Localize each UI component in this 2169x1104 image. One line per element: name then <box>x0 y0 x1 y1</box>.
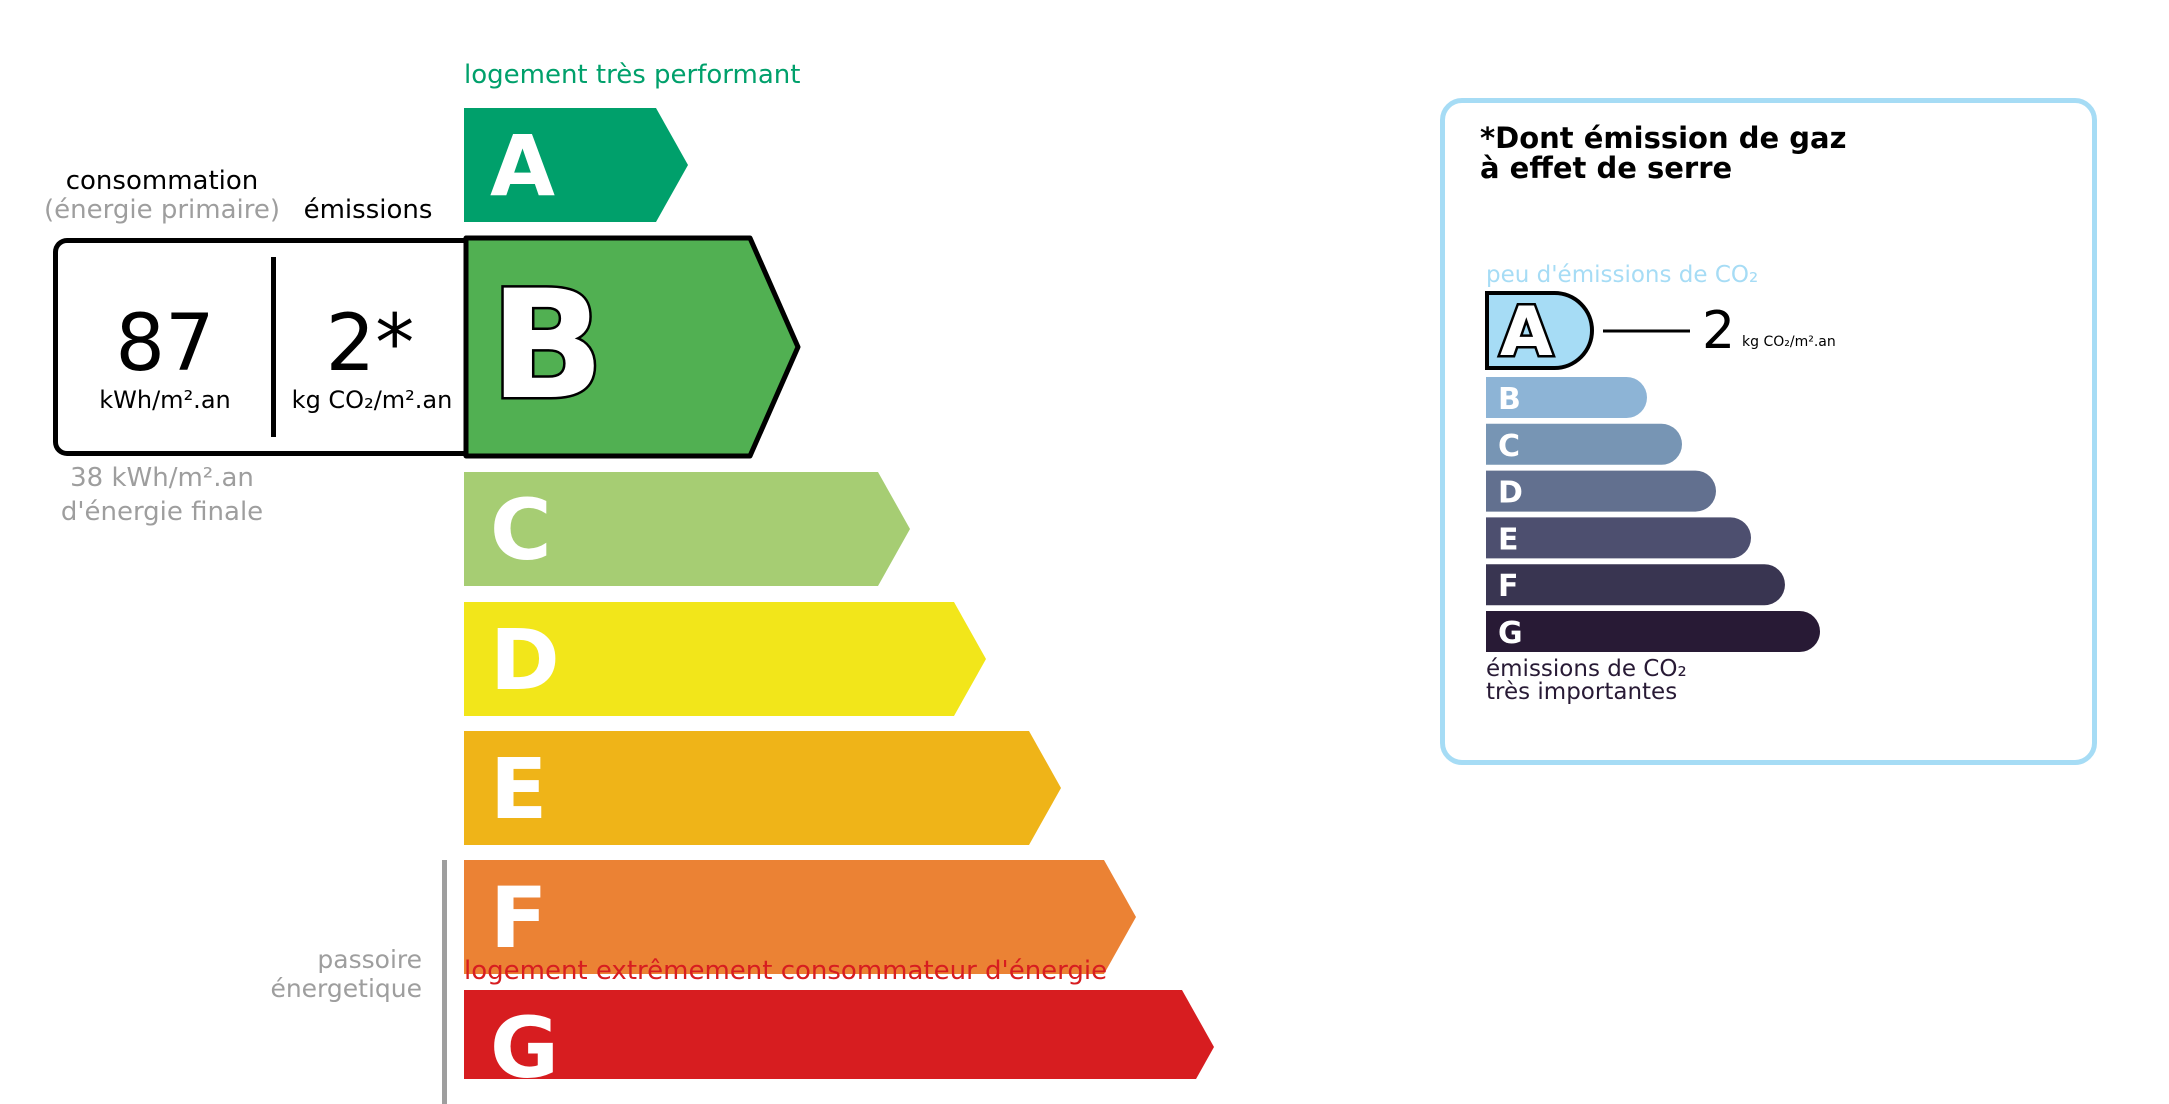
consumption-unit: kWh/m².an <box>99 386 231 414</box>
energy-arrow <box>464 472 910 586</box>
energy-letter: F <box>490 869 547 967</box>
energy-arrow <box>464 731 1061 845</box>
ges-class-f: F <box>1486 564 1785 606</box>
ges-title-2: à effet de serre <box>1480 151 1733 185</box>
ges-class-d: D <box>1486 470 1716 512</box>
ges-bar <box>1486 611 1820 652</box>
energy-top-label: logement très performant <box>464 60 801 90</box>
ges-bar <box>1486 564 1785 606</box>
ges-panel <box>1440 98 2097 765</box>
energy-letter: C <box>490 481 552 579</box>
ges-letter: D <box>1498 476 1523 511</box>
ges-class-g: G <box>1486 611 1820 652</box>
energy-class-e: E <box>464 731 1061 845</box>
ges-letter: C <box>1498 429 1520 464</box>
value-box <box>53 238 467 456</box>
ges-class-e: E <box>1486 517 1751 559</box>
ges-letter: G <box>1498 616 1523 651</box>
energy-bottom-label: logement extrêmement consommateur d'éner… <box>464 956 1108 986</box>
ges-bottom-label-1: émissions de CO₂ <box>1486 656 1687 682</box>
energy-class-b: B <box>463 235 801 459</box>
energy-class-f: F <box>464 860 1136 974</box>
passoire-label-1: passoire <box>317 945 422 974</box>
ges-current-unit: kg CO₂/m².an <box>1742 334 1836 350</box>
consumption-header: consommation <box>65 166 259 196</box>
box-divider <box>271 257 276 437</box>
energy-arrow <box>464 860 1136 974</box>
energy-letter: D <box>490 611 560 709</box>
passoire-label-2: énergetique <box>270 974 422 1003</box>
ges-letter: B <box>1498 382 1521 417</box>
ges-bar <box>1486 377 1647 418</box>
energy-letter: E <box>490 740 547 838</box>
energy-arrow <box>464 602 986 716</box>
energy-letter: A <box>490 117 555 215</box>
energy-arrow <box>464 990 1214 1079</box>
ges-bar <box>1486 517 1751 559</box>
ges-current-value: 2 <box>1702 301 1736 361</box>
energy-class-a: A <box>464 108 688 222</box>
emissions-value: 2* <box>325 299 415 389</box>
ges-class-a: A <box>1485 291 1690 375</box>
consumption-value: 87 <box>115 299 215 389</box>
ges-class-b: B <box>1486 377 1647 418</box>
ges-letter: F <box>1498 569 1519 604</box>
ges-letter: A <box>1500 293 1553 372</box>
ges-bar <box>1485 291 1594 370</box>
ges-top-label: peu d'émissions de CO₂ <box>1486 262 1759 288</box>
energy-letter: G <box>490 999 559 1079</box>
ges-class-c: C <box>1486 423 1682 465</box>
energy-class-g: G <box>464 990 1214 1079</box>
emissions-unit: kg CO₂/m².an <box>291 386 453 414</box>
ges-title-1: *Dont émission de gaz <box>1480 121 1847 155</box>
passoire-bar <box>442 860 447 1104</box>
energy-class-c: C <box>464 472 910 586</box>
emissions-header: émissions <box>303 195 433 225</box>
energy-arrow <box>464 108 688 222</box>
ges-letter: E <box>1498 522 1519 557</box>
consumption-subheader: (énergie primaire) <box>44 195 280 225</box>
ges-bar <box>1486 470 1716 512</box>
energy-arrow <box>463 235 801 459</box>
energy-letter: B <box>490 259 604 433</box>
final-energy-label: d'énergie finale <box>60 497 264 527</box>
final-energy-value: 38 kWh/m².an <box>70 463 254 493</box>
energy-class-d: D <box>464 602 986 716</box>
ges-bar <box>1486 423 1682 465</box>
ges-bottom-label-2: très importantes <box>1486 679 1678 705</box>
